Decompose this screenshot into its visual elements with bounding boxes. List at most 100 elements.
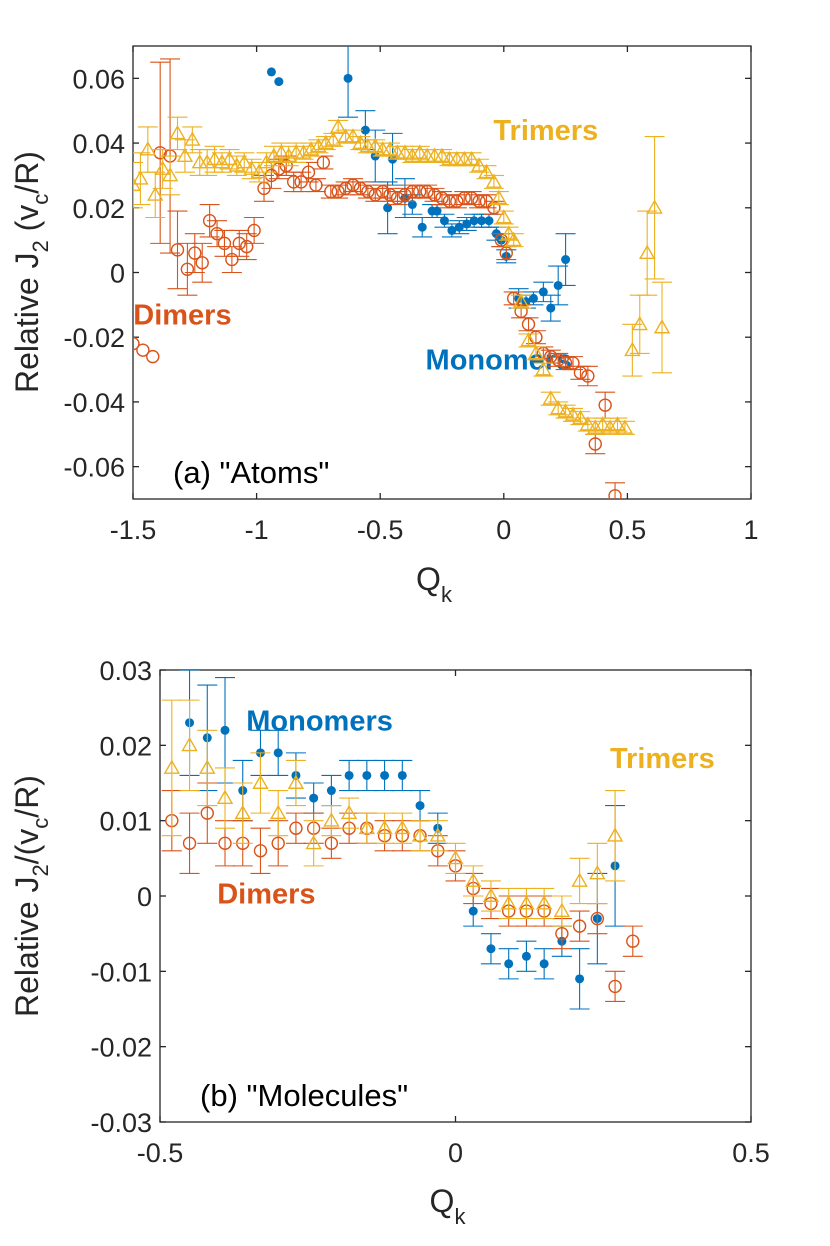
marker-triangle (161, 167, 179, 182)
data-point-trimers (268, 789, 289, 837)
data-point-trimers (374, 812, 395, 844)
marker-triangle (478, 163, 495, 179)
data-point-dimers (146, 349, 160, 364)
marker-circle (361, 184, 375, 199)
marker-circle (581, 369, 595, 383)
data-point-monomers (274, 77, 284, 87)
data-point-monomers (268, 729, 289, 777)
y-axis-label-sub2: c (28, 194, 53, 205)
data-point-dimers (548, 352, 569, 367)
series-label-dimers: Dimers (133, 299, 231, 331)
marker-triangle (206, 150, 223, 166)
marker-triangle (429, 827, 446, 842)
data-point-monomers (555, 233, 576, 286)
data-point-trimers (308, 137, 329, 154)
marker-triangle (411, 827, 429, 842)
y-tick-label: 0.04 (72, 129, 125, 159)
data-point-trimers (303, 820, 324, 867)
x-axis-label: Qk (416, 561, 453, 607)
marker-triangle (154, 160, 171, 175)
series-label-trimers: Trimers (493, 115, 598, 147)
data-point-trimers (534, 887, 555, 920)
marker-triangle (572, 409, 589, 425)
data-point-trimers (563, 406, 584, 422)
series-dimers (133, 58, 626, 499)
marker-triangle (485, 173, 503, 188)
data-point-trimers (511, 293, 532, 309)
marker-circle (195, 256, 209, 270)
marker-triangle (169, 124, 186, 140)
marker-triangle (490, 189, 508, 205)
data-point-trimers (410, 820, 431, 852)
data-point-monomers (374, 759, 395, 792)
data-point-trimers (644, 136, 665, 280)
data-point-trimers (300, 141, 321, 157)
data-point-trimers (321, 805, 342, 837)
marker-circle (588, 437, 602, 451)
x-tick-label: -0.5 (357, 515, 404, 545)
marker-dot (380, 770, 390, 780)
marker-dot (220, 725, 230, 735)
data-point-trimers (356, 812, 377, 844)
marker-triangle (376, 819, 393, 835)
marker-triangle (549, 399, 567, 415)
data-point-dimers (525, 330, 546, 345)
marker-triangle (340, 804, 358, 820)
marker-triangle (305, 834, 322, 850)
data-point-monomers (533, 281, 554, 303)
data-point-trimers (548, 399, 569, 416)
marker-triangle (520, 332, 537, 347)
data-point-trimers (614, 419, 635, 435)
marker-circle (464, 191, 479, 205)
x-tick-label: 0 (448, 1138, 463, 1168)
marker-triangle (579, 416, 597, 431)
marker-dot (415, 801, 425, 811)
marker-triangle (236, 154, 253, 169)
marker-circle (218, 836, 232, 850)
data-point-trimers (219, 148, 240, 170)
marker-dot (439, 216, 449, 226)
data-point-trimers (427, 820, 448, 852)
data-point-trimers (285, 759, 306, 807)
data-point-monomers (402, 194, 423, 215)
marker-triangle (280, 147, 297, 162)
marker-circle (136, 343, 150, 357)
data-point-dimers (551, 918, 572, 950)
data-point-trimers (587, 842, 608, 905)
marker-triangle (147, 186, 164, 201)
data-point-dimers (605, 482, 626, 499)
marker-triangle (176, 147, 194, 162)
data-point-trimers (293, 144, 314, 160)
data-point-trimers (476, 163, 497, 180)
marker-circle (271, 836, 285, 850)
marker-dot (309, 793, 319, 803)
y-tick-label: -0.06 (63, 453, 125, 483)
data-point-dimers (236, 233, 257, 261)
marker-triangle (465, 872, 482, 887)
data-point-dimers (285, 812, 306, 844)
data-point-trimers (197, 729, 218, 807)
data-point-trimers (637, 210, 658, 296)
marker-triangle (535, 361, 552, 376)
marker-circle (435, 191, 449, 205)
marker-dot (407, 200, 417, 210)
data-point-trimers (197, 148, 218, 176)
marker-triangle (518, 895, 535, 910)
marker-dot (462, 219, 472, 229)
data-point-dimers (417, 184, 438, 199)
marker-triangle (358, 819, 376, 835)
marker-triangle (482, 887, 500, 902)
marker-triangle (269, 804, 287, 820)
marker-triangle (589, 864, 606, 880)
y-tick-label: -0.02 (90, 1033, 152, 1063)
data-point-dimers (133, 336, 140, 351)
marker-dot (469, 216, 479, 226)
data-point-trimers (339, 797, 360, 829)
data-point-monomers (339, 759, 360, 792)
data-point-dimers (424, 187, 445, 202)
marker-dot (343, 73, 353, 83)
marker-circle (188, 246, 202, 260)
data-point-dimers (605, 970, 626, 1003)
data-point-trimers (365, 137, 386, 154)
